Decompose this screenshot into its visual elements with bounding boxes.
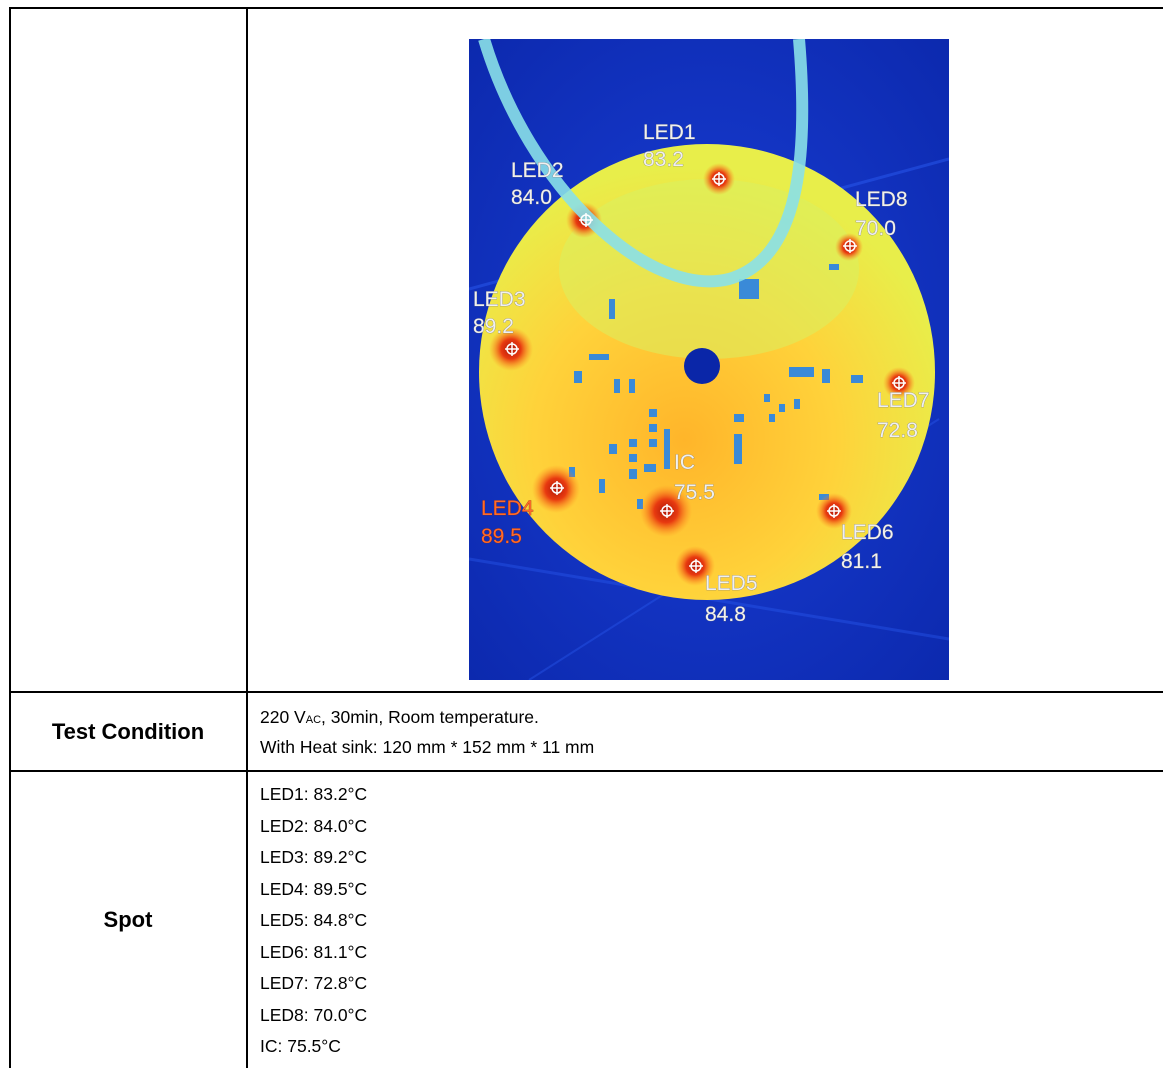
spot-reading-led5: LED5: 84.8°C bbox=[260, 910, 368, 930]
marker-ic-name: IC bbox=[674, 451, 695, 474]
spot-reading-led7: LED7: 72.8°C bbox=[260, 973, 368, 993]
marker-led8-name: LED8 bbox=[855, 188, 908, 211]
marker-led2-value: 84.0 bbox=[511, 186, 552, 209]
spot-reading-ic: IC: 75.5°C bbox=[260, 1036, 341, 1056]
spot-reading-led6: LED6: 81.1°C bbox=[260, 941, 368, 962]
marker-led6-name: LED6 bbox=[841, 521, 894, 544]
spot-reading-led2: LED2: 84.0°C bbox=[260, 815, 368, 836]
test-condition-text: 220 VAC, 30min, Room temperature. With H… bbox=[260, 704, 594, 761]
thermal-image: LED1 83.2 LED2 84.0 LED3 89.2 LED4 89.5 … bbox=[469, 39, 949, 680]
marker-led4-value: 89.5 bbox=[481, 525, 522, 548]
table-border-top bbox=[9, 7, 1163, 9]
voltage-subscript: AC bbox=[305, 714, 322, 726]
marker-led5-value: 84.8 bbox=[705, 603, 746, 626]
spot-reading-led8: LED8: 70.0°C bbox=[260, 1004, 368, 1025]
test-condition-label: Test Condition bbox=[51, 718, 205, 744]
marker-led2-name: LED2 bbox=[511, 159, 564, 182]
table-column-divider bbox=[246, 7, 248, 1068]
table-border-left bbox=[9, 7, 11, 1068]
table-row-divider-1 bbox=[9, 691, 1163, 693]
marker-led7-name: LED7 bbox=[877, 389, 930, 412]
marker-led3-value: 89.2 bbox=[473, 315, 514, 338]
spot-label: Spot bbox=[103, 907, 153, 932]
marker-led1-name: LED1 bbox=[643, 121, 696, 144]
spot-reading-led3: LED3: 89.2°C bbox=[260, 847, 368, 867]
marker-ic-value: 75.5 bbox=[674, 481, 715, 504]
marker-led1-value: 83.2 bbox=[643, 148, 684, 171]
marker-led7-value: 72.8 bbox=[877, 419, 918, 442]
marker-led8-value: 70.0 bbox=[855, 217, 896, 240]
test-condition-line2: With Heat sink: 120 mm * 152 mm * 11 mm bbox=[260, 737, 595, 757]
marker-led3-name: LED3 bbox=[473, 288, 526, 311]
spot-reading-led1: LED1: 83.2°C bbox=[260, 784, 368, 804]
marker-led4-name: LED4 bbox=[481, 497, 534, 520]
marker-led5-name: LED5 bbox=[705, 572, 758, 595]
spot-readings: LED1: 83.2°C LED2: 84.0°C LED3: 89.2°C L… bbox=[260, 779, 367, 1063]
test-condition-line1: 220 VAC, 30min, Room temperature. bbox=[260, 704, 594, 734]
voltage-prefix: 220 V bbox=[260, 707, 306, 727]
condition-suffix: , 30min, Room temperature. bbox=[321, 707, 539, 727]
table-row-divider-2 bbox=[9, 770, 1163, 772]
marker-led6-value: 81.1 bbox=[841, 550, 882, 573]
spot-reading-led4: LED4: 89.5°C bbox=[260, 878, 368, 899]
